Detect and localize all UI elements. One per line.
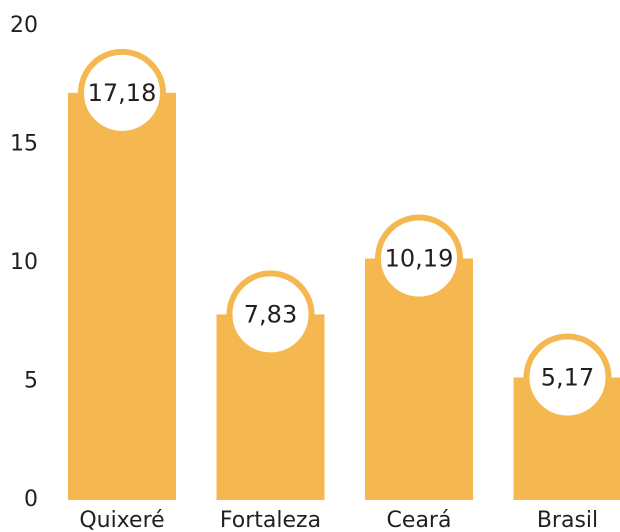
value-badge: [523, 333, 612, 422]
value-badge: [375, 214, 463, 303]
y-tick-label: 5: [24, 369, 38, 394]
x-tick-label: Brasil: [537, 508, 598, 532]
value-label: 10,19: [385, 244, 454, 272]
x-tick-label: Quixeré: [79, 508, 164, 532]
y-tick-label: 10: [10, 250, 38, 275]
y-tick-label: 20: [10, 13, 38, 38]
value-label: 5,17: [541, 363, 594, 391]
x-tick-label: Fortaleza: [220, 508, 321, 532]
y-tick-label: 0: [24, 487, 38, 512]
value-badge: [78, 48, 166, 137]
x-tick-label: Ceará: [387, 508, 452, 532]
value-badge: [226, 270, 315, 359]
value-label: 17,18: [88, 79, 157, 107]
y-tick-label: 15: [10, 132, 38, 157]
value-label: 7,83: [244, 300, 297, 328]
bar: [68, 92, 176, 501]
